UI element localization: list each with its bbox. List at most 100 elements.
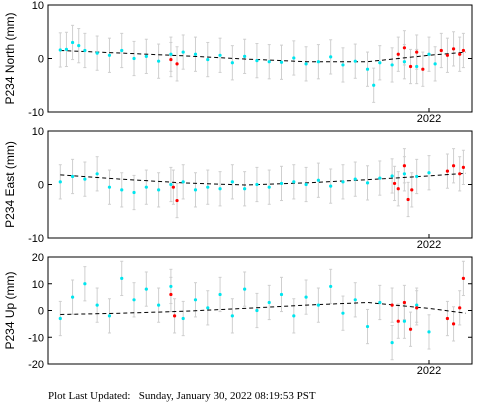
chart-area: -10 0 10 2022 P234 North (mm) -10 0 10 2022 P234 … bbox=[3, 0, 473, 377]
data-point-red bbox=[458, 306, 462, 310]
data-point-cyan bbox=[365, 67, 370, 71]
data-point-cyan bbox=[95, 303, 99, 307]
data-point-cyan bbox=[365, 181, 370, 185]
data-point-cyan bbox=[120, 48, 124, 53]
data-point-cyan bbox=[267, 60, 271, 64]
footer-timestamp: Sunday, January 30, 2022 08:19:53 PST bbox=[138, 390, 316, 402]
y-tick-label: 0 bbox=[38, 54, 44, 66]
data-point-red bbox=[402, 46, 407, 50]
data-point-cyan bbox=[83, 177, 87, 181]
data-point-cyan bbox=[329, 284, 333, 289]
data-point-cyan bbox=[353, 177, 357, 181]
data-point-red bbox=[408, 327, 413, 331]
panel-2: -10 0 10 2022 P234 East (mm) bbox=[3, 126, 473, 251]
data-point-cyan bbox=[230, 180, 234, 184]
data-point-cyan bbox=[77, 44, 81, 48]
data-point-cyan bbox=[157, 303, 161, 307]
data-point-cyan bbox=[193, 188, 198, 192]
data-point-cyan bbox=[58, 180, 62, 184]
y-axis-label: P234 East (mm) bbox=[3, 141, 17, 228]
data-point-red bbox=[402, 164, 407, 168]
data-point-cyan bbox=[120, 276, 124, 280]
data-point-cyan bbox=[304, 295, 308, 299]
data-point-cyan bbox=[243, 54, 247, 58]
data-point-red bbox=[169, 292, 173, 297]
panel-3: -20 -10 0 10 20 2022 P234 Up (mm) bbox=[3, 252, 473, 377]
data-point-cyan bbox=[132, 190, 136, 195]
data-point-red bbox=[461, 165, 465, 169]
data-point-cyan bbox=[169, 284, 173, 289]
data-point-cyan bbox=[107, 53, 112, 57]
data-point-cyan bbox=[378, 176, 382, 180]
data-point-cyan bbox=[230, 61, 234, 65]
data-point-cyan bbox=[304, 182, 308, 187]
data-point-cyan bbox=[144, 287, 148, 291]
data-point-cyan bbox=[218, 53, 222, 57]
data-point-cyan bbox=[169, 182, 173, 187]
data-point-red bbox=[445, 316, 450, 321]
data-point-cyan bbox=[83, 48, 87, 53]
data-point-cyan bbox=[267, 185, 271, 189]
data-point-cyan bbox=[144, 185, 148, 189]
data-point-cyan bbox=[157, 188, 161, 192]
data-point-cyan bbox=[157, 59, 161, 63]
data-point-cyan bbox=[70, 174, 75, 179]
data-point-red bbox=[445, 169, 450, 173]
data-point-cyan bbox=[341, 63, 345, 67]
x-tick-label: 2022 bbox=[417, 113, 441, 125]
data-point-cyan bbox=[58, 48, 62, 52]
data-point-cyan bbox=[353, 59, 357, 63]
data-point-cyan bbox=[144, 54, 148, 58]
y-axis-label: P234 North (mm) bbox=[3, 12, 17, 104]
data-point-red bbox=[396, 319, 400, 323]
data-point-cyan bbox=[218, 187, 222, 191]
data-point-cyan bbox=[427, 330, 431, 334]
data-point-cyan bbox=[107, 314, 112, 318]
data-point-cyan bbox=[95, 51, 99, 55]
y-tick-label: 10 bbox=[32, 0, 44, 12]
data-point-red bbox=[408, 64, 413, 69]
data-point-cyan bbox=[181, 50, 185, 54]
data-point-red bbox=[169, 57, 173, 62]
data-point-red bbox=[458, 52, 462, 56]
data-point-cyan bbox=[316, 60, 320, 64]
y-tick-label: 0 bbox=[38, 180, 44, 192]
data-point-red bbox=[392, 181, 397, 186]
data-point-red bbox=[175, 198, 179, 203]
y-tick-label: -10 bbox=[28, 233, 44, 245]
data-point-cyan bbox=[390, 341, 394, 345]
data-point-cyan bbox=[279, 60, 284, 64]
y-axis-label: P234 Up (mm) bbox=[3, 271, 17, 349]
data-point-cyan bbox=[70, 295, 75, 299]
data-point-red bbox=[390, 303, 394, 307]
data-point-red bbox=[171, 185, 175, 189]
data-point-cyan bbox=[95, 172, 99, 176]
data-point-cyan bbox=[329, 55, 333, 59]
data-point-cyan bbox=[329, 184, 333, 188]
data-point-cyan bbox=[255, 308, 259, 313]
data-point-cyan bbox=[255, 182, 259, 187]
data-point-red bbox=[415, 50, 419, 54]
trend-line bbox=[60, 50, 466, 63]
data-point-cyan bbox=[120, 188, 124, 192]
y-tick-label: -10 bbox=[28, 332, 44, 344]
data-point-red bbox=[445, 53, 450, 57]
x-tick-label: 2022 bbox=[417, 365, 441, 377]
data-point-red bbox=[461, 276, 465, 280]
data-point-cyan bbox=[193, 298, 198, 302]
data-point-cyan bbox=[206, 57, 210, 62]
data-point-cyan bbox=[64, 47, 69, 52]
data-point-cyan bbox=[243, 187, 247, 191]
data-point-red bbox=[451, 164, 456, 168]
data-point-cyan bbox=[415, 303, 419, 307]
y-tick-label: -20 bbox=[28, 359, 44, 371]
data-point-cyan bbox=[304, 62, 308, 66]
y-tick-label: 10 bbox=[32, 126, 44, 138]
data-point-cyan bbox=[70, 40, 75, 45]
data-point-cyan bbox=[279, 292, 284, 297]
data-point-cyan bbox=[372, 83, 376, 87]
data-point-cyan bbox=[107, 185, 112, 189]
data-point-cyan bbox=[218, 292, 222, 297]
data-point-red bbox=[451, 322, 456, 326]
data-point-red bbox=[396, 52, 400, 56]
